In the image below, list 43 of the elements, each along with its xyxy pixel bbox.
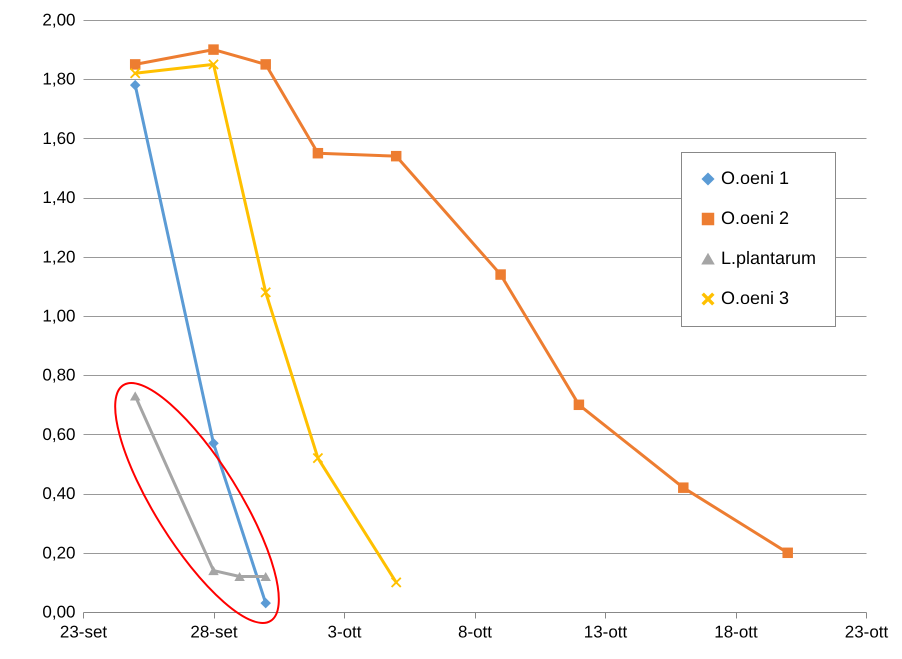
point: [130, 68, 140, 79]
point: [260, 598, 271, 608]
point: [312, 148, 324, 158]
point: [130, 59, 140, 70]
y-tick-label: 0,20: [42, 543, 76, 562]
x-tick-label: 23-set: [60, 622, 108, 642]
point: [495, 269, 506, 280]
x-tick-label: 8-ott: [458, 622, 492, 642]
point: [130, 391, 140, 400]
x-tick-label: 13-ott: [584, 622, 628, 642]
y-tick-label: 2,00: [42, 10, 76, 30]
point: [208, 438, 219, 449]
point: [390, 577, 402, 588]
point: [208, 566, 219, 576]
point: [208, 44, 219, 55]
legend-label: O.oeni 2: [721, 208, 790, 228]
point: [574, 400, 584, 410]
x-tick-label: 3-ott: [327, 622, 362, 642]
point: [260, 572, 271, 582]
y-tick-label: 1,60: [42, 128, 76, 148]
legend-label: O.oeni 3: [721, 288, 790, 308]
y-tick-label: 1,80: [42, 70, 76, 89]
y-tick-label: 0,80: [42, 366, 76, 385]
x-tick-label: 18-ott: [714, 622, 758, 642]
y-tick-label: 0,00: [42, 602, 76, 622]
point: [130, 80, 140, 90]
y-tick-label: 1,20: [42, 247, 76, 266]
y-tick-label: 0,40: [42, 484, 76, 504]
legend-label: O.oeni 1: [721, 168, 790, 188]
point: [782, 548, 793, 558]
point: [260, 287, 271, 298]
x-tick-label: 28-set: [190, 622, 238, 642]
y-tick-label: 1,40: [42, 188, 76, 208]
point: [390, 150, 402, 162]
point: [234, 572, 245, 582]
point: [312, 452, 324, 464]
legend-label: L.plantarum: [721, 248, 816, 268]
x-tick-label: 23-ott: [844, 622, 889, 642]
point: [208, 59, 219, 70]
point: [678, 482, 689, 493]
point: [260, 59, 271, 70]
y-tick-label: 1,00: [42, 306, 76, 326]
y-tick-label: 0,60: [42, 424, 76, 444]
